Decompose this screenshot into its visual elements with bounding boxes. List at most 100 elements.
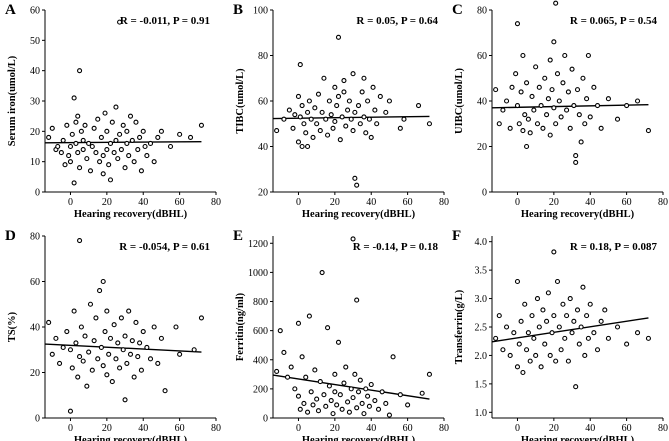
data-point [368,381,374,388]
data-point [560,80,566,86]
data-point [326,98,332,104]
data-point [173,324,179,330]
data-point [86,140,92,147]
y-tick-label: 2.0 [475,351,488,362]
y-tick-label: 80 [477,6,487,17]
y-tick-label: 40 [30,66,40,77]
panel-a: 0 10 20 30 40 50 60 0 20 40 60 80 A R = -0.011, P = 0… [5,2,221,220]
data-point [547,352,553,358]
data-point [553,0,559,6]
data-point [100,278,106,285]
data-point [345,107,351,113]
data-point [374,121,380,127]
y-axis-title: Ferritin(ng/ml) [235,292,246,361]
data-point [46,134,52,140]
data-point [564,107,570,113]
data-point [426,121,432,127]
data-point [140,128,146,134]
data-point [415,103,422,109]
y-tick-label: 3.5 [475,266,488,277]
x-tick-label: 80 [658,423,668,434]
x-tick-label: 20 [102,423,112,434]
data-point [567,296,573,302]
data-point [571,318,577,324]
data-point [64,328,70,335]
x-tick-label: 0 [515,423,520,434]
x-tick-label: 20 [330,423,340,434]
data-point [84,383,90,389]
x-tick-label: 80 [439,423,449,434]
x-tick-label: 60 [622,197,632,208]
data-point [98,134,104,140]
data-point [553,121,559,127]
stat-annotation: R = 0.18, P = 0.087 [570,241,658,253]
data-point [527,130,533,136]
regression-line [491,317,649,343]
data-point [314,121,320,127]
data-point [281,116,287,122]
data-point [117,19,123,25]
data-point [562,52,568,59]
data-point [529,93,535,99]
data-point [151,159,157,165]
data-point [634,330,641,336]
data-point [147,140,154,147]
panel-letter: A [5,2,16,18]
data-point [574,87,581,93]
regression-line [44,140,202,144]
data-point [529,313,535,319]
data-point [98,344,104,351]
data-point [554,278,561,285]
data-point [426,371,432,377]
data-point [126,308,132,314]
data-point [598,318,604,324]
x-tick-label: 40 [366,423,376,434]
data-point [162,388,168,394]
data-point [361,411,367,417]
data-point [551,105,557,111]
x-tick-label: 40 [585,423,595,434]
data-point [405,402,411,408]
data-point [514,278,521,285]
data-point [346,409,352,415]
data-point [62,162,68,168]
data-point [549,87,555,93]
data-point [115,340,121,346]
x-tick-label: 80 [211,423,221,434]
data-point [514,364,521,370]
data-point [89,367,95,373]
data-point [299,143,305,150]
stat-annotation: R = 0.05, P = 0.64 [356,15,438,27]
data-point [297,114,303,120]
data-point [305,109,311,115]
data-point [514,21,521,27]
data-point [73,340,79,346]
x-tick-label: 80 [658,197,668,208]
data-point [522,112,528,118]
data-point [332,371,338,377]
data-point [513,71,519,77]
data-point [574,307,581,313]
data-point [645,335,651,341]
data-point [102,328,108,335]
data-point [133,319,139,326]
data-point [198,315,204,321]
data-point [558,347,564,353]
data-point [122,333,128,339]
y-tick-label: 1000 [248,268,268,279]
data-point [292,386,298,392]
data-point [126,153,132,159]
data-point [357,377,363,383]
y-tick-label: 20 [30,127,40,138]
y-tick-label: 400 [253,355,268,366]
data-point [343,364,349,370]
data-point [504,98,510,104]
data-point [524,347,530,353]
data-point [73,140,79,147]
data-point [536,324,542,330]
data-point [60,137,66,143]
data-point [352,109,358,115]
data-point [544,318,550,324]
data-point [115,156,121,162]
data-point [397,125,403,131]
